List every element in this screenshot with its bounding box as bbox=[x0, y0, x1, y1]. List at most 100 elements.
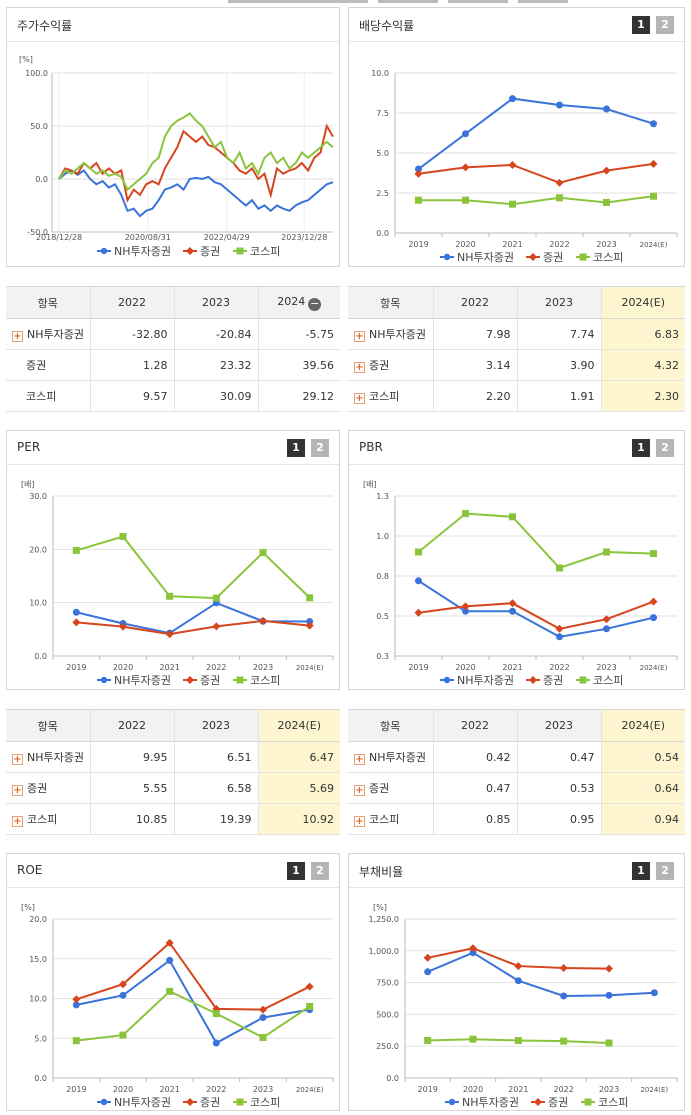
data-point bbox=[603, 548, 610, 556]
data-point bbox=[165, 630, 174, 639]
legend-marker bbox=[236, 1098, 244, 1106]
y-tick-label: 50.0 bbox=[30, 122, 48, 131]
x-tick-label: 2023 bbox=[253, 663, 273, 672]
data-point bbox=[555, 624, 564, 633]
legend-marker bbox=[443, 253, 451, 261]
expand-icon[interactable]: + bbox=[354, 331, 365, 342]
per-view-2-button[interactable]: 2 bbox=[311, 439, 329, 457]
x-tick-label: 2020/08/31 bbox=[125, 233, 171, 242]
pbr-view-1-button[interactable]: 1 bbox=[632, 439, 650, 457]
table-header-col: 2024(E) bbox=[257, 709, 340, 742]
legend-marker bbox=[236, 247, 244, 255]
roe-view-2-button[interactable]: 2 bbox=[311, 862, 329, 880]
y-tick-label: 0.0 bbox=[376, 229, 389, 238]
y-tick-label: 750.0 bbox=[376, 979, 399, 988]
legend-marker bbox=[534, 1098, 542, 1106]
legend-marker bbox=[100, 247, 108, 255]
data-point bbox=[415, 577, 422, 585]
y-tick-label: 20.0 bbox=[29, 915, 47, 924]
data-point bbox=[415, 165, 422, 173]
data-point bbox=[259, 1005, 267, 1014]
data-point bbox=[556, 633, 563, 641]
expand-icon[interactable]: + bbox=[354, 393, 365, 404]
series-line bbox=[58, 123, 334, 203]
data-point bbox=[414, 608, 423, 617]
expand-icon[interactable]: + bbox=[354, 816, 365, 827]
expand-icon[interactable]: + bbox=[12, 816, 23, 827]
legend-marker bbox=[236, 676, 244, 684]
x-tick-label: 2022/04/29 bbox=[204, 233, 250, 242]
expand-icon[interactable]: + bbox=[354, 785, 365, 796]
debt-view-1-button[interactable]: 1 bbox=[632, 862, 650, 880]
table-row: + NH투자증권 -32.80 -20.84 -5.75 bbox=[6, 318, 340, 350]
x-tick-label: 2024(E) bbox=[296, 664, 324, 672]
data-point bbox=[469, 944, 477, 953]
table-header-col: 2022 bbox=[89, 709, 174, 742]
data-point bbox=[461, 163, 470, 172]
expand-icon[interactable]: + bbox=[354, 362, 365, 373]
x-tick-label: 2019 bbox=[417, 1085, 437, 1094]
stock-return-panel: 주가수익률 [%] 100.0 50.0 0.0 -50.0 2018/12/28 2020… bbox=[6, 7, 340, 267]
legend-label: NH투자증권 bbox=[462, 1096, 519, 1109]
table-row: + 코스피 2.20 1.91 2.30 bbox=[348, 380, 685, 412]
data-point bbox=[509, 95, 516, 103]
table-row: + 증권 5.55 6.58 5.69 bbox=[6, 772, 340, 804]
table-row: + NH투자증권 7.98 7.74 6.83 bbox=[348, 318, 685, 350]
y-tick-label: 0.3 bbox=[376, 652, 389, 661]
y-tick-label: 10.0 bbox=[371, 69, 389, 78]
legend-marker bbox=[529, 676, 537, 684]
expand-icon[interactable]: + bbox=[12, 754, 23, 765]
data-point bbox=[605, 1039, 613, 1047]
per-title: PER bbox=[17, 440, 41, 454]
table-row: + 증권 3.14 3.90 4.32 bbox=[348, 349, 685, 381]
y-tick-label: 10.0 bbox=[29, 995, 47, 1004]
pbr-chart: [배] 1.3 1.0 0.8 0.5 0.3 2019 2020 2021 2022 2023 20… bbox=[363, 480, 678, 687]
y-tick-label: 5.0 bbox=[34, 1034, 47, 1043]
x-tick-label: 2019 bbox=[66, 663, 86, 672]
x-tick-label: 2020 bbox=[455, 240, 475, 249]
legend-label: 코스피 bbox=[593, 674, 623, 687]
legend-marker bbox=[579, 676, 587, 684]
y-tick-label: 5.0 bbox=[376, 149, 389, 158]
legend-marker bbox=[529, 253, 537, 261]
x-tick-label: 2024(E) bbox=[640, 1086, 668, 1094]
unit-label: [배] bbox=[21, 480, 35, 489]
dividend-view-2-button[interactable]: 2 bbox=[656, 16, 674, 34]
legend-label: NH투자증권 bbox=[114, 674, 171, 687]
data-point bbox=[414, 169, 423, 178]
per-chart: [배] 30.0 20.0 10.0 0.0 2019 2020 2021 2022 2023 20… bbox=[21, 480, 334, 687]
y-tick-label: 0.0 bbox=[34, 1074, 47, 1083]
y-tick-label: 1.0 bbox=[376, 532, 389, 541]
x-tick-label: 2022 bbox=[206, 663, 226, 672]
per-table: 항목 2022 2023 2024(E) + NH투자증권 9.95 6.51 6… bbox=[6, 709, 340, 835]
data-point bbox=[306, 617, 314, 625]
collapse-icon[interactable]: − bbox=[308, 296, 322, 311]
legend-label: 증권 bbox=[548, 1096, 568, 1109]
expand-icon[interactable]: + bbox=[12, 785, 23, 796]
y-tick-label: 1.3 bbox=[376, 492, 389, 501]
data-point bbox=[72, 546, 80, 554]
legend-label: 증권 bbox=[200, 245, 220, 258]
x-tick-label: 2022 bbox=[553, 1085, 573, 1094]
data-point bbox=[305, 621, 314, 630]
pbr-view-2-button[interactable]: 2 bbox=[656, 439, 674, 457]
y-tick-label: -50.0 bbox=[27, 228, 48, 237]
roe-view-1-button[interactable]: 1 bbox=[287, 862, 305, 880]
roe-chart: [%] 20.0 15.0 10.0 5.0 0.0 2019 2020 2021 2022 202… bbox=[21, 903, 334, 1109]
expand-icon[interactable]: + bbox=[12, 331, 23, 342]
data-point bbox=[119, 1031, 127, 1039]
data-point bbox=[119, 980, 127, 989]
legend-label: 코스피 bbox=[250, 674, 280, 687]
table-header-item: 항목 bbox=[6, 286, 90, 319]
data-point bbox=[72, 995, 81, 1004]
x-tick-label: 2023/12/28 bbox=[281, 233, 327, 242]
table-header-item: 항목 bbox=[348, 286, 433, 319]
y-tick-label: 10.0 bbox=[29, 599, 47, 608]
x-tick-label: 2021 bbox=[508, 1085, 528, 1094]
debt-view-2-button[interactable]: 2 bbox=[656, 862, 674, 880]
per-view-1-button[interactable]: 1 bbox=[287, 439, 305, 457]
expand-icon[interactable]: + bbox=[354, 754, 365, 765]
x-tick-label: 2019 bbox=[408, 240, 428, 249]
series-line bbox=[76, 535, 311, 600]
dividend-view-1-button[interactable]: 1 bbox=[632, 16, 650, 34]
